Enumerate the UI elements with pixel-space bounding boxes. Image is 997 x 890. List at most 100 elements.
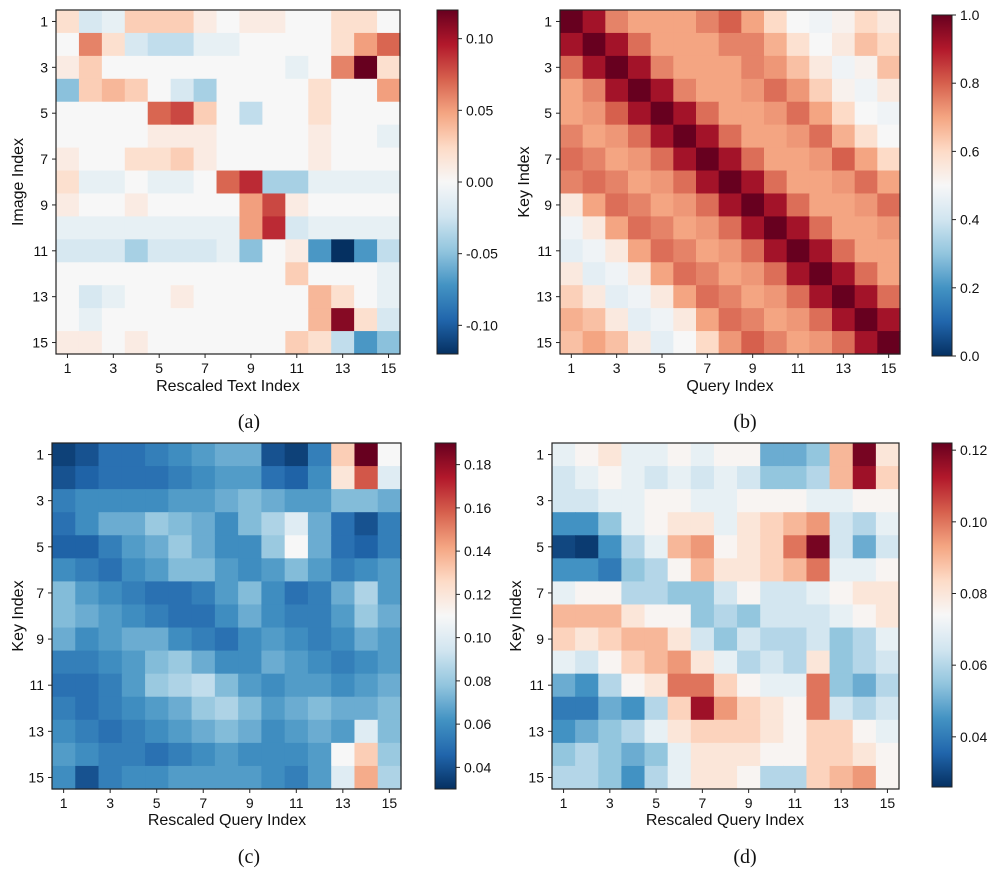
- heatmap-d-cell: [875, 443, 900, 467]
- heatmap-d-cell: [644, 719, 669, 744]
- heatmap-a-cell: [124, 55, 149, 80]
- heatmap-b-cell: [696, 10, 720, 34]
- heatmap-a-cell: [147, 78, 172, 103]
- heatmap-c-cell: [75, 466, 100, 490]
- heatmap-c-cell: [261, 604, 286, 629]
- heatmap-c-cell: [238, 650, 262, 675]
- heatmap-c-y-tick-label: 13: [28, 723, 44, 739]
- heatmap-b-cell: [718, 239, 742, 263]
- heatmap-c-cell: [238, 696, 262, 721]
- heatmap-c-cell: [238, 719, 262, 744]
- heatmap-c-cell: [52, 765, 76, 790]
- heatmap-d-cell: [737, 443, 761, 467]
- heatmap-c-cell: [377, 627, 402, 652]
- heatmap-b-cell: [854, 124, 878, 149]
- heatmap-a-cell: [193, 308, 218, 332]
- heatmap-b-cell: [560, 10, 584, 34]
- heatmap-a-cell: [170, 147, 195, 172]
- heatmap-a-cell: [262, 32, 286, 57]
- heatmap-d-cell: [829, 719, 854, 744]
- heatmap-d-cell: [598, 443, 622, 467]
- heatmap-a-cell: [354, 55, 378, 80]
- heatmap-c-cell: [145, 535, 169, 559]
- heatmap-d-cell: [552, 719, 576, 744]
- heatmap-b-cell: [650, 10, 674, 34]
- heatmap-b-cell: [673, 193, 697, 217]
- heatmap-d-cell: [690, 719, 715, 744]
- heatmap-b-cell: [786, 239, 810, 263]
- heatmap-a-cell: [78, 32, 103, 57]
- heatmap-b-cell: [764, 285, 788, 309]
- heatmap-d-cell: [829, 512, 854, 536]
- heatmap-b-cell: [673, 239, 697, 263]
- heatmap-a-cell: [56, 124, 80, 149]
- colorbar-c-tick-label: 0.12: [464, 586, 491, 602]
- heatmap-a-y-tick-label: 11: [33, 243, 48, 259]
- heatmap-d-cell: [690, 489, 715, 513]
- heatmap-c-cell: [98, 512, 123, 536]
- colorbar-d-tick-label: 0.06: [960, 657, 987, 673]
- heatmap-a-cell: [239, 55, 263, 80]
- heatmap-c-cell: [75, 742, 100, 767]
- heatmap-a-cell: [331, 308, 355, 332]
- heatmap-b-x-tick-label: 11: [791, 360, 806, 376]
- heatmap-a-cell: [124, 308, 149, 332]
- colorbar-d-tick-label: 0.10: [960, 514, 987, 530]
- heatmap-b-cell: [786, 78, 810, 103]
- heatmap-b-cell: [877, 193, 901, 217]
- heatmap-d-cell: [552, 466, 576, 490]
- heatmap-d-cell: [644, 765, 669, 790]
- heatmap-a-cell: [377, 331, 401, 355]
- heatmap-b-cell: [696, 331, 720, 355]
- heatmap-c-cell: [331, 650, 356, 675]
- heatmap-b-cell: [582, 262, 606, 286]
- heatmap-a-cell: [377, 239, 401, 263]
- heatmap-c-cell: [331, 627, 356, 652]
- heatmap-b-cell: [673, 124, 697, 149]
- heatmap-c-cell: [307, 719, 332, 744]
- heatmap-a-cell: [308, 193, 332, 217]
- heatmap-d-cell: [644, 650, 669, 675]
- heatmap-d-cell: [875, 535, 900, 559]
- heatmap-a-cell: [193, 331, 218, 355]
- heatmap-c-cell: [214, 535, 239, 559]
- heatmap-b-cell: [718, 262, 742, 286]
- heatmap-d-cell: [806, 765, 831, 790]
- heatmap-c-cell: [191, 558, 216, 582]
- heatmap-c-cell: [145, 765, 169, 790]
- heatmap-a-cell: [101, 262, 126, 286]
- heatmap-a-cell: [262, 308, 286, 332]
- heatmap-a-cell: [262, 147, 286, 172]
- heatmap-b-cell: [809, 78, 833, 103]
- heatmap-d-cell: [575, 765, 599, 790]
- heatmap-b-cell: [832, 78, 856, 103]
- colorbar-c-tick-label: 0.16: [464, 500, 491, 516]
- heatmap-d-cell: [598, 696, 622, 721]
- heatmap-a-cell: [331, 216, 355, 240]
- heatmap-a-cell: [78, 262, 103, 286]
- heatmap-a-cell: [239, 32, 263, 57]
- heatmap-d-cell: [690, 765, 715, 790]
- heatmap-c-y-tick-label: 15: [28, 769, 44, 785]
- heatmap-d-cell: [783, 719, 808, 744]
- heatmap-a-cell: [216, 10, 241, 34]
- heatmap-d-cell: [806, 581, 831, 606]
- heatmap-d-cell: [552, 696, 576, 721]
- heatmap-d-cell: [760, 558, 784, 582]
- heatmap-c-cell: [191, 673, 216, 698]
- heatmap-d-cell: [852, 765, 877, 790]
- heatmap-d-cell: [737, 673, 761, 698]
- heatmap-c-cell: [75, 512, 100, 536]
- heatmap-d-cell: [783, 673, 808, 698]
- heatmap-c-cell: [75, 604, 100, 629]
- heatmap-d-cell: [713, 696, 738, 721]
- heatmap-b-cell: [832, 32, 856, 57]
- heatmap-c-cell: [261, 535, 286, 559]
- heatmap-d-cell: [737, 696, 761, 721]
- heatmap-c-cell: [331, 696, 356, 721]
- heatmap-c-cell: [121, 581, 146, 606]
- heatmap-b-cell: [832, 55, 856, 80]
- heatmap-c-cell: [75, 489, 100, 513]
- colorbar-b-ticks: 1.0 0.8 0.6 0.4 0.2 0.0: [952, 7, 980, 364]
- heatmap-d-cell: [713, 650, 738, 675]
